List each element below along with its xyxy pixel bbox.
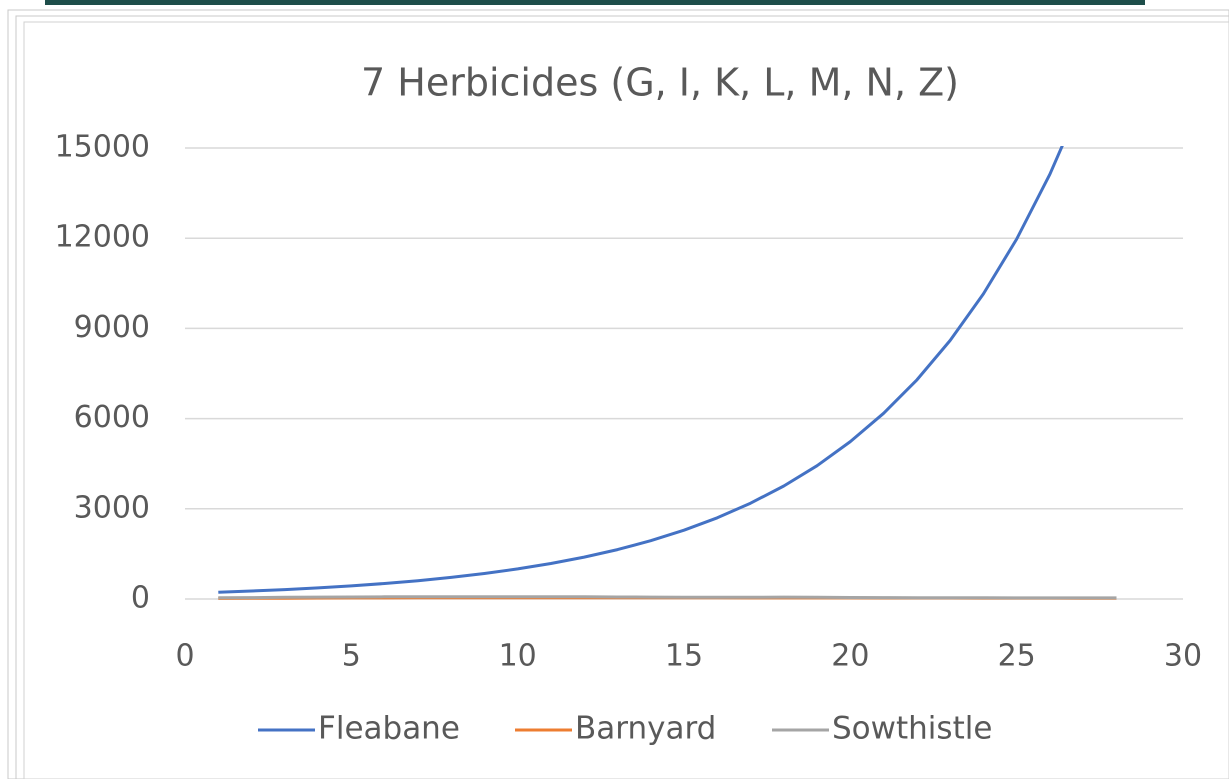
series-line <box>218 146 1064 594</box>
y-tick-label: 3000 <box>74 490 150 525</box>
y-tick-label: 9000 <box>74 310 150 345</box>
x-tick-label: 15 <box>665 639 703 674</box>
x-tick-label: 25 <box>998 639 1036 674</box>
window-bar <box>45 0 1145 5</box>
legend-label: Sowthistle <box>832 711 992 747</box>
legend-label: Barnyard <box>575 711 716 747</box>
y-tick-label: 15000 <box>55 130 150 165</box>
chart-title: 7 Herbicides (G, I, K, L, M, N, Z) <box>361 61 959 105</box>
x-tick-label: 20 <box>831 639 869 674</box>
series-line <box>218 595 1117 600</box>
chart-area <box>23 21 1229 780</box>
x-tick-label: 5 <box>342 639 361 674</box>
y-tick-label: 0 <box>131 581 150 616</box>
y-tick-label: 12000 <box>55 220 150 255</box>
legend-label: Fleabane <box>318 711 460 747</box>
y-tick-label: 6000 <box>74 400 150 435</box>
x-tick-label: 0 <box>175 639 194 674</box>
x-tick-label: 30 <box>1164 639 1202 674</box>
x-tick-label: 10 <box>499 639 537 674</box>
